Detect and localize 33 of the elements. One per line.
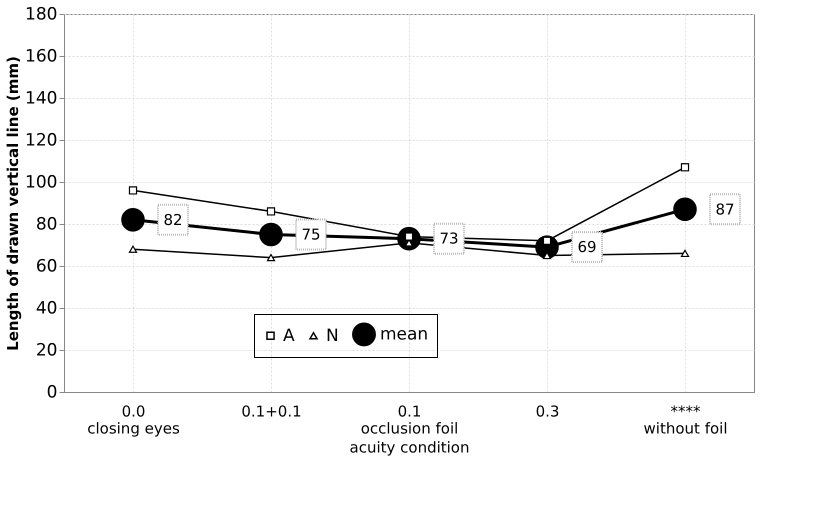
y-tick-label: 40 [36,298,58,318]
data-label: 73 [439,230,459,248]
y-tick-label: 0 [46,382,58,402]
x-tick-label: 0.3 [536,402,560,420]
y-tick-label: 20 [36,340,58,360]
y-tick-label: 140 [25,88,58,108]
x-tick-label: 0.1+0.1 [241,402,302,420]
point [680,163,690,172]
data-label: 75 [301,226,321,244]
x-tick-label: 0.0 closing eyes [87,402,180,438]
y-tick-label: 80 [36,214,58,234]
point [121,208,145,232]
point [673,198,697,222]
y-tick-label: 60 [36,256,58,276]
y-tick-label: 180 [25,4,58,24]
point [259,222,283,246]
point [266,254,276,262]
point [680,250,690,258]
data-label: 69 [577,238,597,256]
y-axis-title: Length of drawn vertical line (mm) [4,56,22,351]
y-tick-label: 120 [25,130,58,150]
point [266,207,276,216]
point [128,186,138,195]
legend-label: A [283,326,295,346]
data-label: 82 [163,210,183,229]
x-tick-label: **** without foil [644,402,728,438]
x-axis-title: acuity condition [350,438,470,456]
point [128,246,138,253]
y-tick-label: 160 [25,46,58,66]
legend-label: N [326,326,339,346]
legend-label: mean [380,324,428,344]
data-label: 87 [715,200,735,218]
y-tick-label: 100 [25,172,58,192]
